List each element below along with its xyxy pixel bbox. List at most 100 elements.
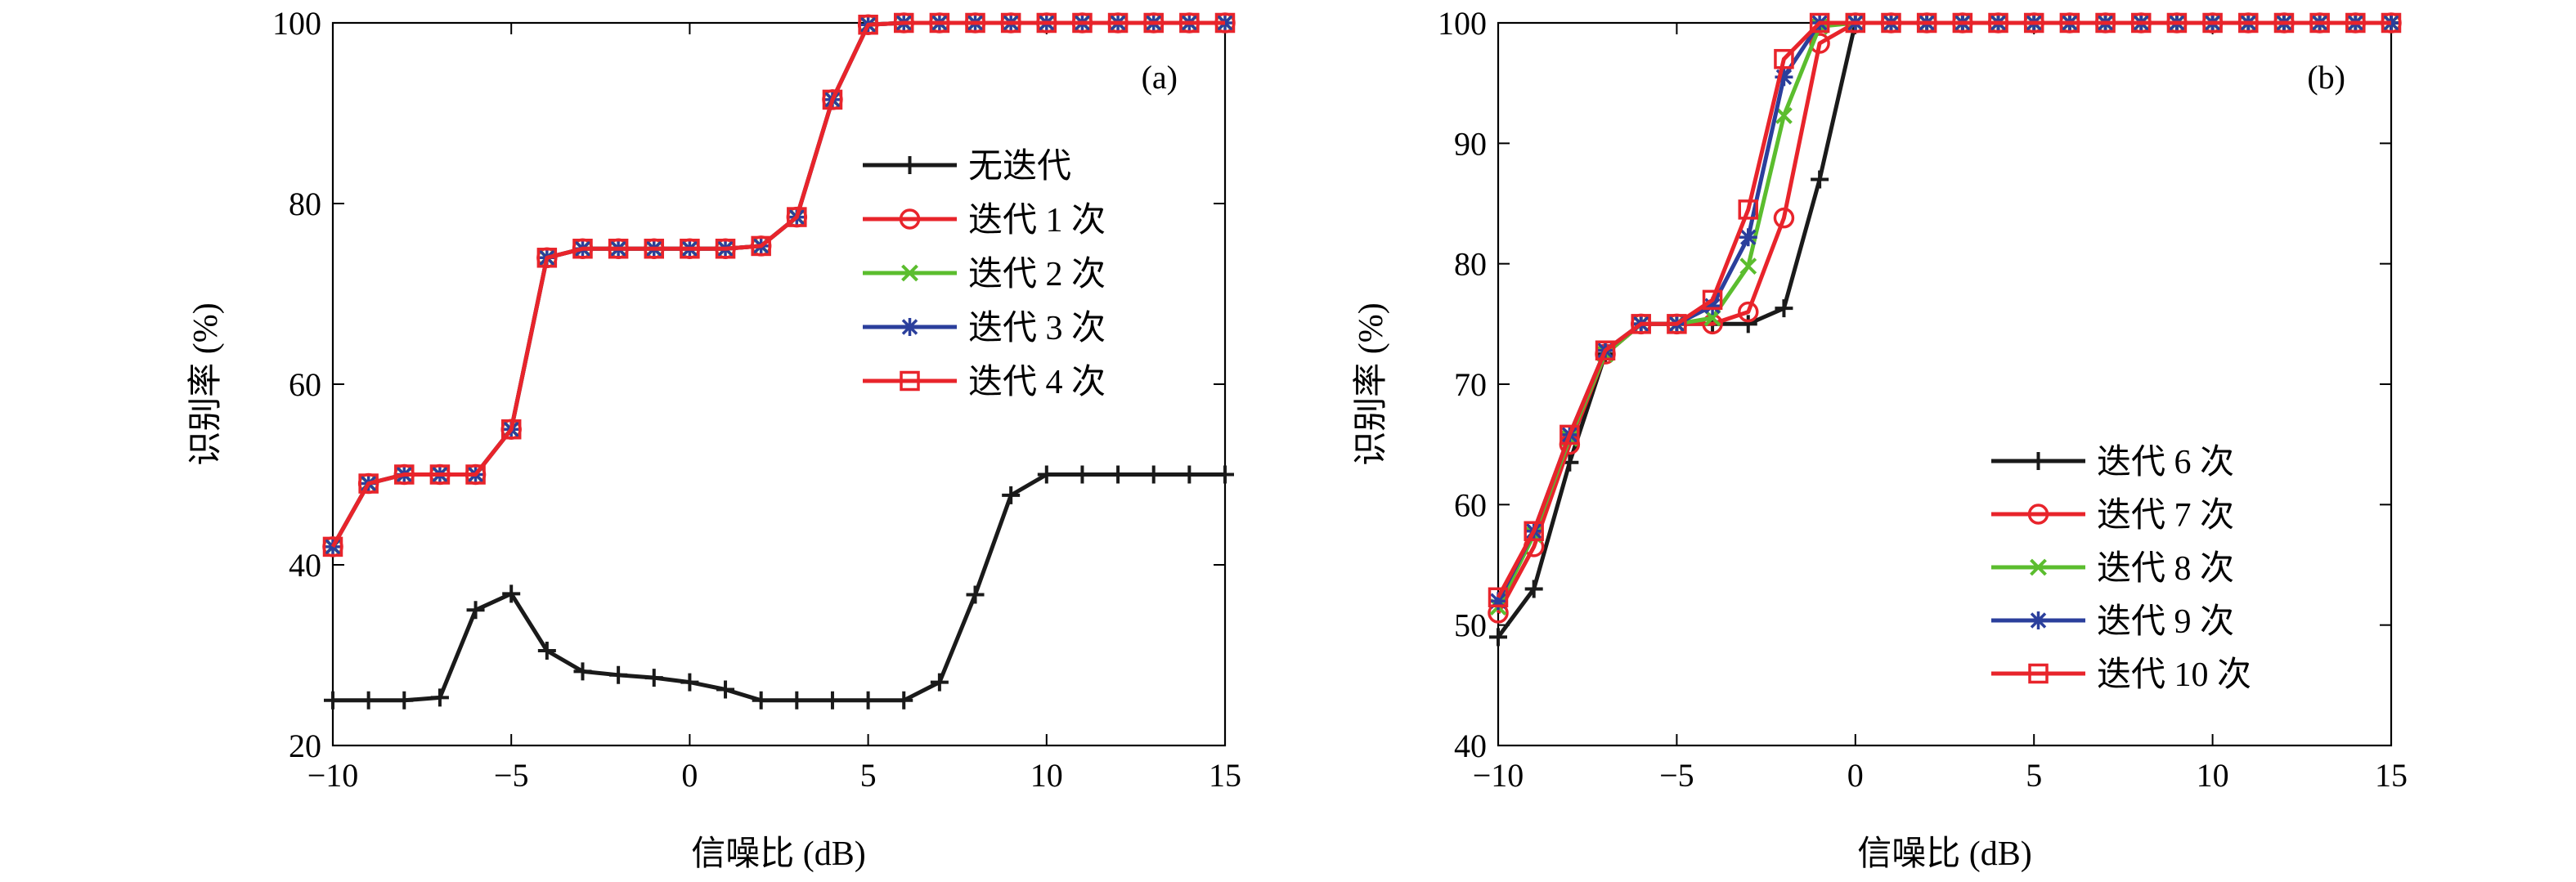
data-point bbox=[929, 12, 950, 34]
series-b-1 bbox=[1489, 14, 2400, 647]
y-tick-label: 60 bbox=[1454, 486, 1487, 523]
data-point bbox=[1144, 465, 1163, 484]
data-point bbox=[2345, 12, 2366, 34]
data-point bbox=[1179, 12, 1200, 34]
data-point bbox=[1988, 12, 2008, 34]
data-point bbox=[572, 239, 593, 259]
legend-entry: 迭代 6 次 bbox=[1991, 444, 2234, 481]
data-point bbox=[1631, 314, 1651, 334]
x-tick-label: 10 bbox=[1030, 757, 1063, 794]
x-axis-label-b: 信噪比 (dB) bbox=[1857, 835, 2032, 873]
data-point bbox=[1952, 12, 1973, 34]
data-point bbox=[716, 680, 735, 699]
data-point bbox=[1739, 315, 1757, 334]
data-point bbox=[1489, 628, 1507, 647]
data-point bbox=[1214, 12, 1236, 34]
y-tick-label: 90 bbox=[1454, 125, 1487, 162]
data-point bbox=[680, 239, 700, 259]
data-point bbox=[751, 235, 771, 257]
chart-panel-a: (a) 信噪比 (dB) 识别率 (%) −10 −5 0 5 10 15 20 40 60 80… bbox=[186, 5, 1241, 873]
data-point bbox=[502, 584, 521, 603]
data-point bbox=[1845, 12, 1866, 34]
data-point bbox=[680, 673, 699, 692]
data-point bbox=[359, 691, 378, 710]
panel-label-b: (b) bbox=[2307, 59, 2345, 96]
data-point bbox=[715, 239, 736, 259]
legend-marker bbox=[900, 318, 919, 336]
data-point bbox=[893, 12, 914, 34]
data-point bbox=[644, 239, 665, 259]
legend-label: 迭代 3 次 bbox=[968, 310, 1106, 347]
x-axis-label-a: 信噪比 (dB) bbox=[691, 835, 866, 873]
data-point bbox=[965, 12, 985, 34]
legend-entry: 迭代 1 次 bbox=[863, 202, 1106, 240]
legend-entry: 迭代 3 次 bbox=[863, 310, 1106, 347]
series-b-2 bbox=[1488, 12, 2402, 624]
data-point bbox=[1739, 228, 1757, 247]
data-point bbox=[573, 662, 592, 681]
data-point bbox=[1560, 424, 1580, 445]
x-tick-label: 0 bbox=[681, 757, 698, 794]
data-point bbox=[1916, 12, 1937, 34]
y-axis-label-a: 识别率 (%) bbox=[186, 302, 225, 465]
data-point bbox=[822, 89, 843, 110]
legend-marker bbox=[899, 208, 921, 230]
legend-entry: 迭代 10 次 bbox=[1991, 656, 2251, 694]
data-point bbox=[1809, 12, 1830, 34]
legend-entry: 迭代 2 次 bbox=[863, 256, 1106, 293]
data-point bbox=[788, 691, 806, 710]
x-tick-label: −5 bbox=[1659, 757, 1694, 794]
data-point bbox=[1774, 48, 1794, 69]
series-a-1 bbox=[324, 465, 1234, 710]
data-point bbox=[966, 585, 985, 604]
y-tick-label: 100 bbox=[272, 5, 321, 42]
legend-entry: 迭代 4 次 bbox=[863, 364, 1106, 401]
legend-label: 迭代 10 次 bbox=[2097, 656, 2251, 694]
data-point bbox=[787, 207, 807, 227]
data-point bbox=[322, 536, 343, 557]
legend-marker bbox=[900, 370, 920, 392]
series-b-5 bbox=[1488, 12, 2402, 608]
data-point bbox=[429, 464, 451, 485]
legend-entry: 迭代 7 次 bbox=[1991, 497, 2234, 535]
data-point bbox=[1775, 68, 1793, 87]
series-line bbox=[1496, 20, 2391, 598]
y-tick-label: 60 bbox=[289, 366, 321, 403]
data-point bbox=[465, 464, 486, 485]
data-point bbox=[1524, 580, 1543, 598]
series-b-4 bbox=[1489, 14, 2400, 611]
y-tick-label: 100 bbox=[1438, 5, 1487, 42]
legend-marker bbox=[2028, 663, 2049, 684]
data-point bbox=[1702, 289, 1723, 311]
data-point bbox=[1488, 587, 1509, 608]
legend-entry: 迭代 8 次 bbox=[1991, 550, 2234, 588]
y-tick-label: 20 bbox=[289, 728, 321, 764]
data-point bbox=[1109, 465, 1128, 484]
data-point bbox=[752, 691, 770, 710]
legend-label: 迭代 1 次 bbox=[968, 202, 1106, 240]
data-point bbox=[644, 669, 663, 687]
data-point bbox=[395, 691, 414, 710]
data-point bbox=[1037, 465, 1056, 484]
data-point bbox=[2166, 12, 2188, 34]
data-point bbox=[537, 641, 556, 660]
panel-label-a: (a) bbox=[1142, 59, 1178, 96]
legend-b: 迭代 6 次迭代 7 次迭代 8 次迭代 9 次迭代 10 次 bbox=[1991, 444, 2251, 694]
x-tick-label: −10 bbox=[307, 757, 359, 794]
data-point bbox=[2309, 12, 2330, 34]
series-layer-b bbox=[1488, 12, 2402, 647]
data-point bbox=[1775, 299, 1793, 318]
y-tick-label: 40 bbox=[289, 547, 321, 584]
data-point bbox=[1667, 314, 1687, 334]
legend-marker bbox=[2030, 558, 2047, 576]
data-point bbox=[1143, 12, 1164, 34]
data-point bbox=[1000, 12, 1021, 34]
y-axis-label-b: 识别率 (%) bbox=[1352, 302, 1390, 465]
data-point bbox=[823, 691, 841, 710]
data-point bbox=[1703, 297, 1722, 316]
x-tick-label: 10 bbox=[2197, 757, 2229, 794]
data-point bbox=[1811, 170, 1829, 189]
x-tick-label: −10 bbox=[1473, 757, 1524, 794]
legend-label: 迭代 2 次 bbox=[968, 256, 1106, 293]
y-tick-label: 80 bbox=[289, 186, 321, 222]
